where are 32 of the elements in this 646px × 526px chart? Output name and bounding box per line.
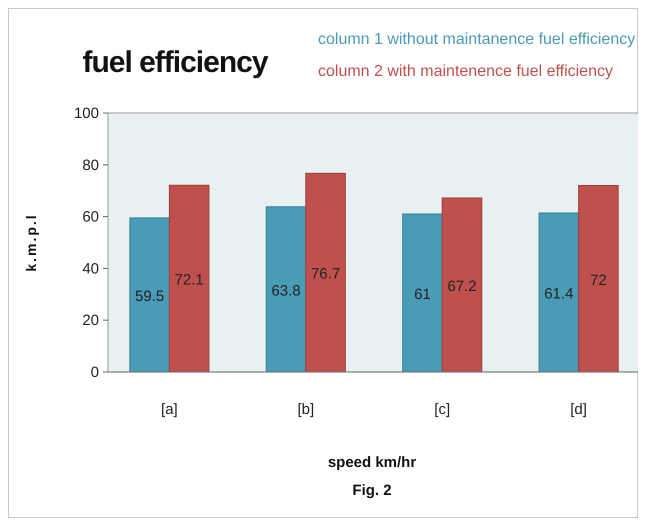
y-axis-title: k.m.p.l bbox=[23, 213, 39, 272]
data-label: 59.5 bbox=[135, 288, 164, 305]
x-tick-label: [d] bbox=[570, 401, 587, 418]
caption: Fig. 2 bbox=[352, 482, 392, 499]
bar bbox=[129, 217, 170, 372]
text: column 1 without maintanence fuel efficiency bbox=[318, 31, 636, 48]
chart-title: fuel efficiency bbox=[82, 46, 269, 79]
bar bbox=[578, 185, 619, 372]
bar bbox=[305, 172, 346, 372]
y-tick-label: 40 bbox=[82, 260, 99, 278]
data-label: 63.8 bbox=[271, 282, 301, 300]
text: column 2 with maintenence fuel efficiency bbox=[318, 63, 613, 80]
y-tick-label: 20 bbox=[82, 312, 99, 330]
x-tick-label: [c] bbox=[434, 401, 450, 418]
x-tick-label: [a] bbox=[161, 401, 178, 418]
bar bbox=[442, 197, 482, 372]
bar bbox=[402, 214, 443, 372]
data-label: 61.4 bbox=[544, 285, 574, 302]
data-label: 72 bbox=[590, 272, 607, 289]
x-tick-label: [b] bbox=[297, 401, 314, 418]
data-label: 67.2 bbox=[447, 278, 477, 295]
data-label: 76.7 bbox=[310, 266, 340, 283]
bar bbox=[266, 206, 306, 372]
y-tick-label: 80 bbox=[82, 156, 99, 174]
x-axis-title: speed km/hr bbox=[328, 454, 416, 471]
y-tick-label: 100 bbox=[74, 105, 99, 122]
data-label: 72.1 bbox=[174, 272, 204, 289]
y-tick-label: 0 bbox=[90, 364, 99, 381]
bar bbox=[168, 184, 210, 372]
bar bbox=[538, 212, 580, 372]
y-tick-label: 60 bbox=[82, 208, 99, 226]
data-label: 61 bbox=[414, 286, 431, 304]
